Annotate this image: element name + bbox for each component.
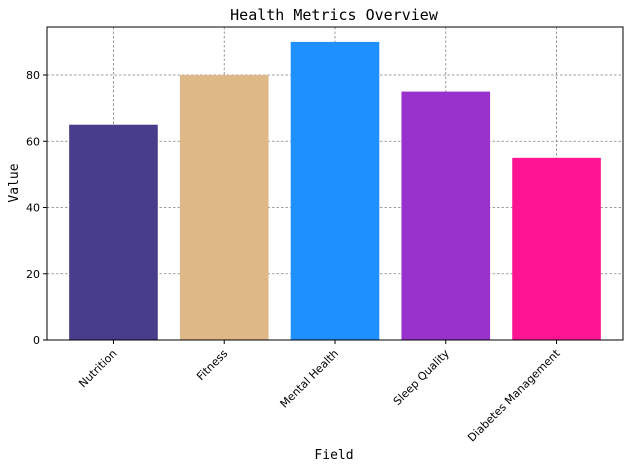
x-tick-label: Fitness <box>194 347 230 383</box>
bar-sleep-quality <box>401 91 491 340</box>
bar-diabetes-management <box>512 157 601 340</box>
bar-mental-health <box>290 41 380 341</box>
y-axis-ticks: 0 20 40 60 80 <box>26 69 47 347</box>
x-tick-label: Mental Health <box>278 347 342 411</box>
bar-fitness <box>179 75 269 340</box>
y-tick-label: 0 <box>33 334 40 347</box>
y-axis-label: Value <box>7 163 22 202</box>
chart-title: Health Metrics Overview <box>230 6 439 24</box>
y-tick-label: 40 <box>26 202 40 215</box>
x-axis-ticks: Nutrition Fitness Mental Health Sleep Quali… <box>76 340 563 444</box>
bars-layer <box>69 41 601 341</box>
x-tick-label: Sleep Quality <box>391 347 452 408</box>
x-axis-label: Field <box>314 448 353 463</box>
x-tick-label: Diabetes Management <box>465 346 563 444</box>
y-tick-label: 60 <box>26 135 40 148</box>
y-tick-label: 20 <box>26 268 40 281</box>
y-tick-label: 80 <box>26 69 40 82</box>
bar-nutrition <box>69 124 158 341</box>
x-tick-label: Nutrition <box>76 347 119 390</box>
